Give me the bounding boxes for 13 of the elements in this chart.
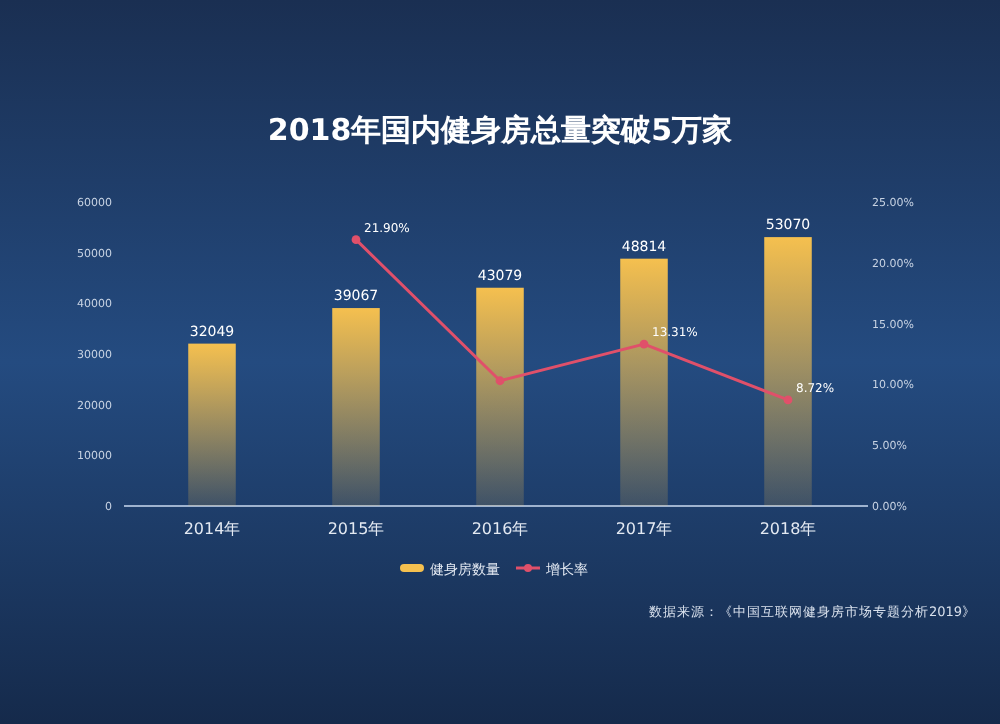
point (495, 376, 505, 386)
x-tick-label: 2017年 (615, 520, 673, 538)
x-tick-label: 2015年 (327, 520, 385, 538)
x-tick-label: 2014年 (183, 520, 241, 538)
x-tick-label: 2018年 (759, 520, 817, 538)
bar (476, 287, 524, 506)
bar (332, 308, 380, 506)
point (351, 235, 361, 245)
chart-title: 2018年国内健身房总量突破5万家 (267, 112, 733, 148)
bar (188, 343, 236, 506)
point (783, 395, 793, 405)
x-tick-label: 2016年 (471, 520, 529, 538)
point (639, 339, 649, 349)
